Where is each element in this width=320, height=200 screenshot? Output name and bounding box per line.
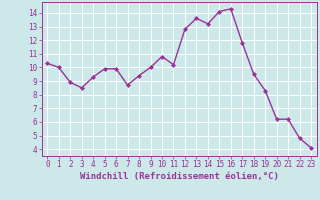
X-axis label: Windchill (Refroidissement éolien,°C): Windchill (Refroidissement éolien,°C)	[80, 172, 279, 181]
